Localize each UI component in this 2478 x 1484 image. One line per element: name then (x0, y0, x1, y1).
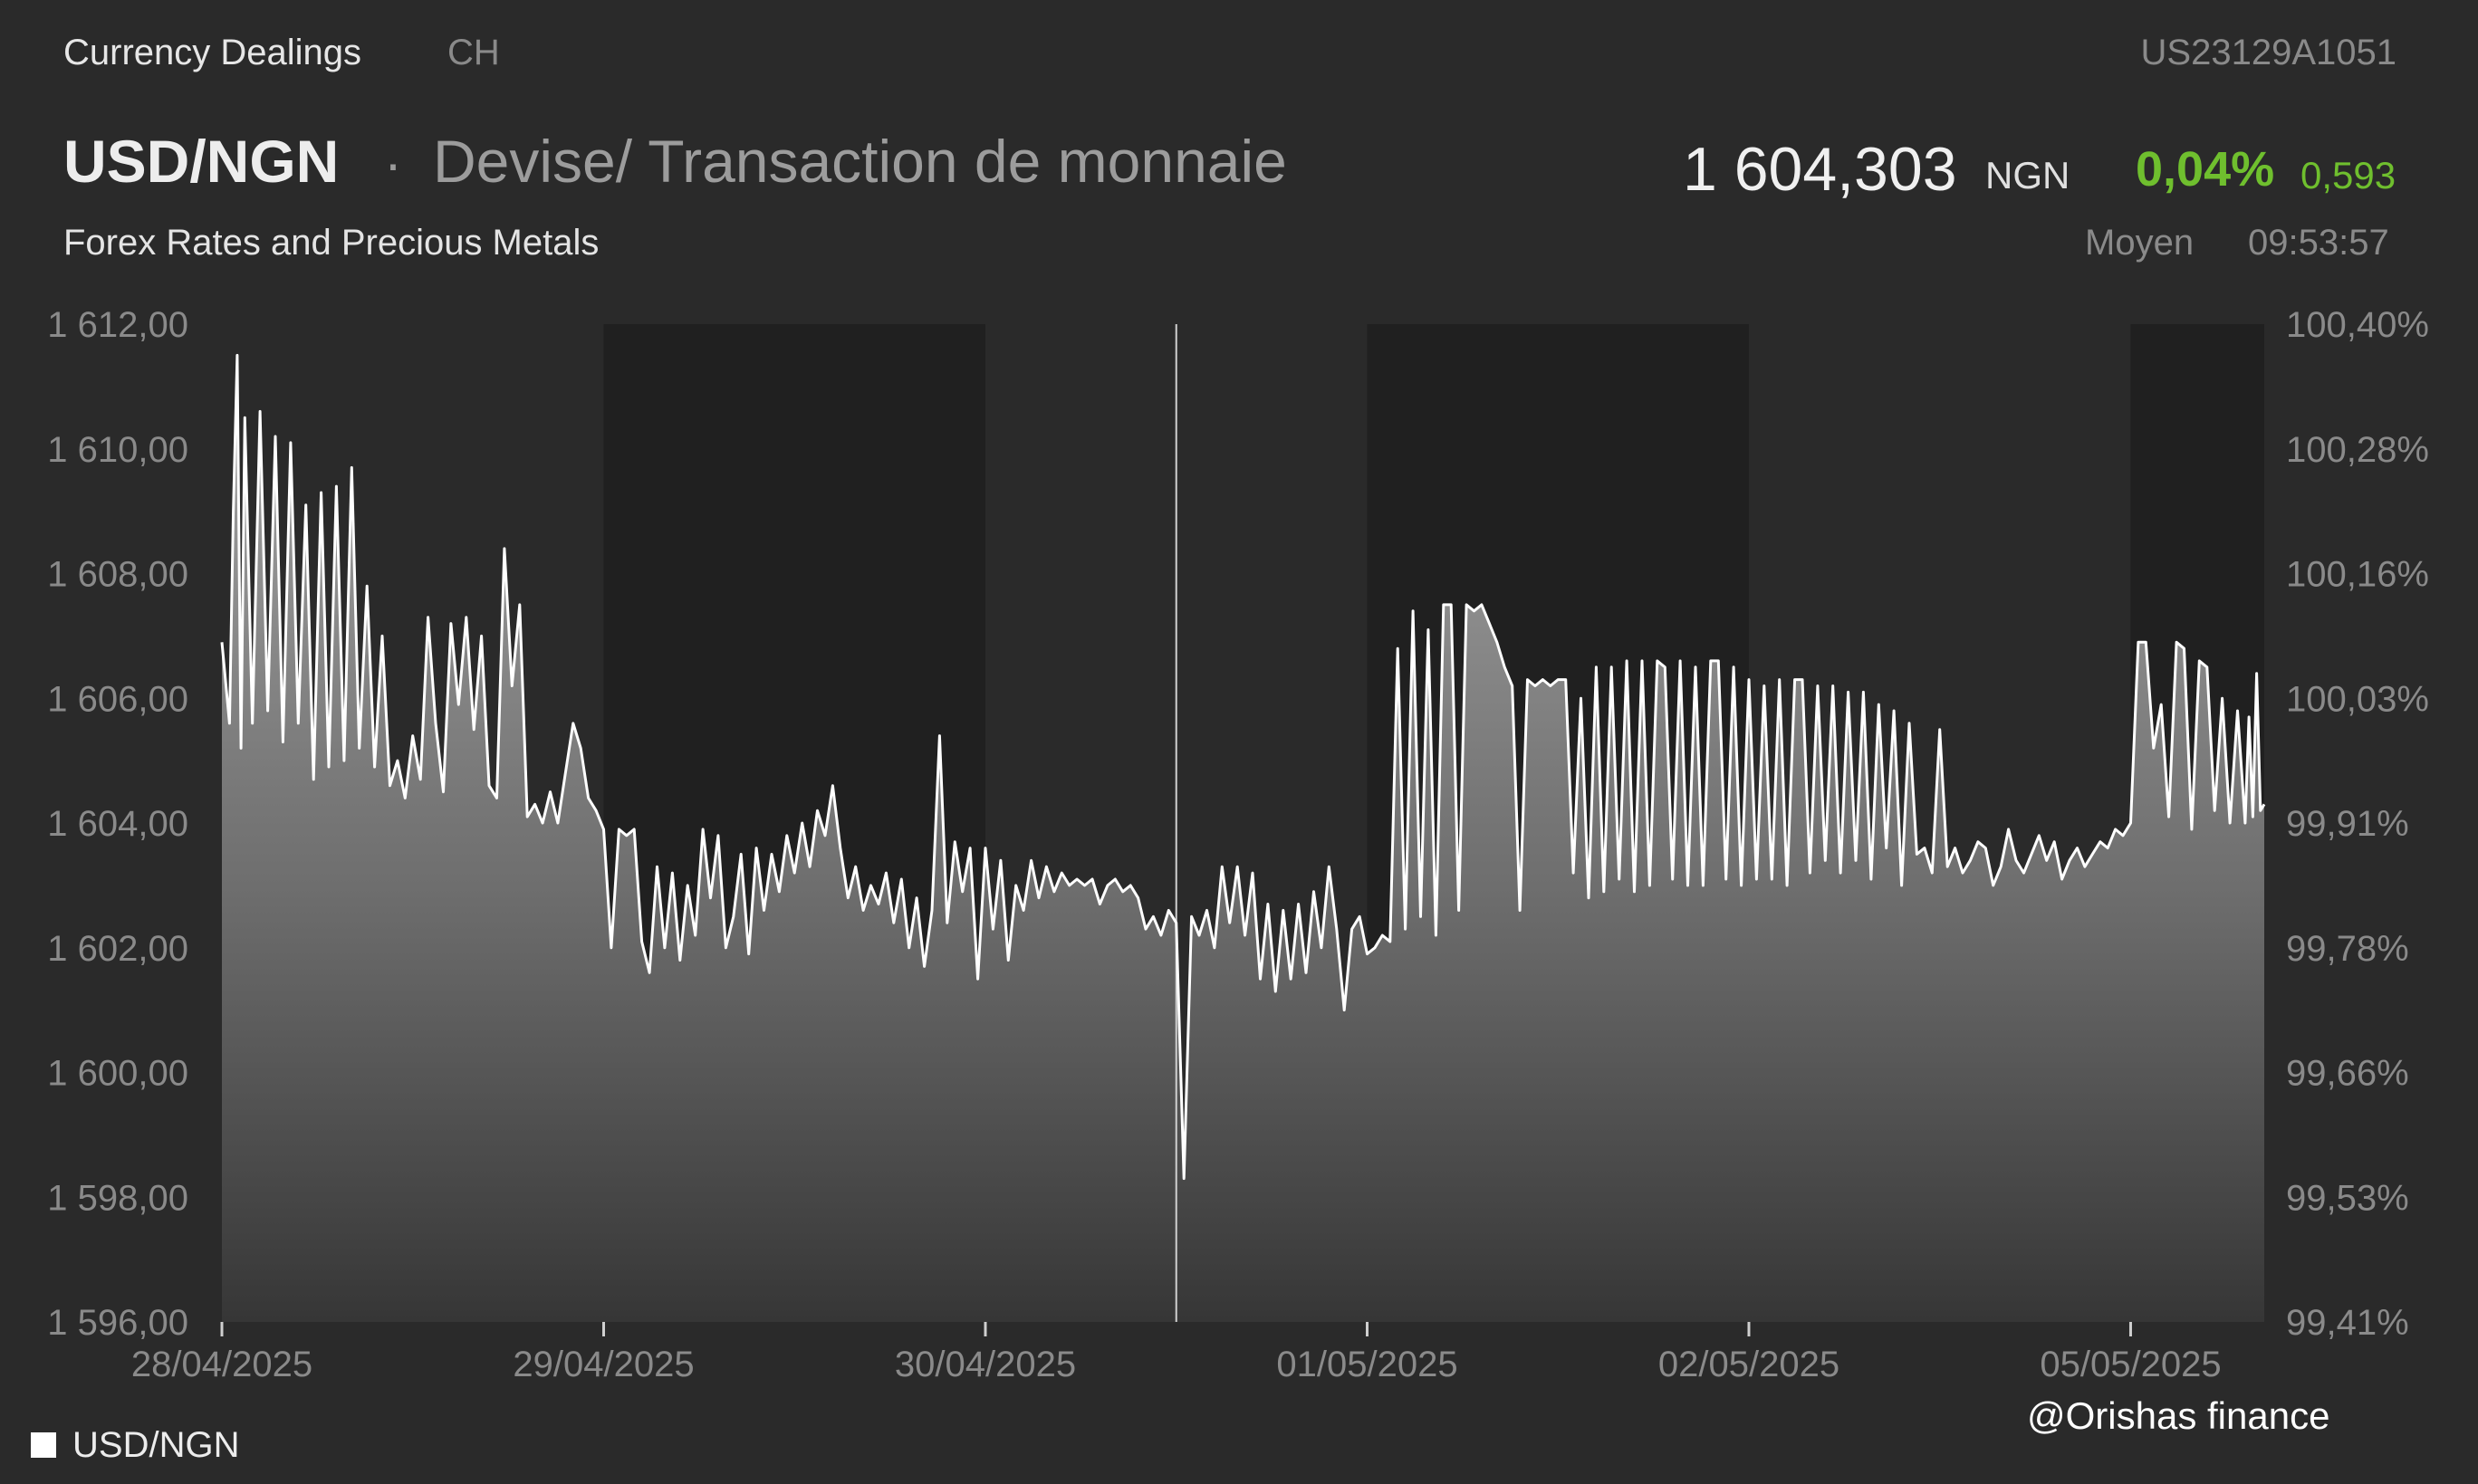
title-separator: · (384, 133, 402, 194)
y-tick-label-right: 100,40% (2286, 305, 2429, 345)
y-tick-label-right: 100,03% (2286, 679, 2429, 719)
isin-label: US23129A1051 (2140, 33, 2396, 72)
x-tick-label: 02/05/2025 (1658, 1345, 1839, 1384)
y-tick-label-left: 1 602,00 (47, 929, 188, 969)
instrument-name: Devise/ Transaction de monnaie (433, 128, 1287, 195)
country-label: CH (447, 33, 500, 72)
price-area (222, 355, 2264, 1322)
legend-swatch[interactable] (31, 1432, 56, 1458)
y-tick-label-left: 1 612,00 (47, 305, 188, 345)
y-tick-label-right: 99,41% (2286, 1303, 2409, 1343)
y-axis-right: 100,40% 100,28% 100,16% 100,03% 99,91% 99,78%… (2286, 305, 2429, 1343)
x-tick-label: 28/04/2025 (131, 1345, 312, 1384)
change-absolute: 0,593 (2300, 154, 2396, 196)
change-percent: 0,04% (2136, 142, 2275, 196)
y-tick-label-left: 1 600,00 (47, 1054, 188, 1094)
y-tick-label-left: 1 604,00 (47, 804, 188, 844)
y-axis-left: 1 612,00 1 610,00 1 608,00 1 606,00 1 604,00… (47, 305, 188, 1343)
x-tick-label: 29/04/2025 (513, 1345, 694, 1384)
y-tick-label-right: 100,16% (2286, 555, 2429, 595)
price-line (220, 353, 2266, 1181)
y-tick-label-left: 1 598,00 (47, 1178, 188, 1218)
market-subtitle: Forex Rates and Precious Metals (63, 223, 600, 263)
x-axis: 28/04/2025 29/04/2025 30/04/2025 01/05/2025… (131, 1322, 2222, 1384)
y-tick-label-right: 99,53% (2286, 1178, 2409, 1218)
y-tick-label-right: 99,66% (2286, 1054, 2409, 1094)
series-line-usd-ngn (220, 353, 2266, 1181)
last-price: 1 604,303 (1683, 135, 1957, 204)
exchange-label: Currency Dealings (63, 33, 362, 72)
y-tick-label-left: 1 596,00 (47, 1303, 188, 1343)
area-fill (222, 355, 2264, 1322)
price-currency: NGN (1985, 154, 2070, 196)
y-tick-label-right: 99,91% (2286, 804, 2409, 844)
watermark: @Orishas finance (2027, 1394, 2330, 1437)
y-tick-label-right: 100,28% (2286, 430, 2429, 470)
y-tick-label-left: 1 606,00 (47, 679, 188, 719)
legend-label[interactable]: USD/NGN (72, 1425, 240, 1465)
price-basis: Moyen (2085, 223, 2195, 263)
x-tick-label: 30/04/2025 (895, 1345, 1076, 1384)
symbol-title: USD/NGN (63, 128, 340, 195)
x-tick-label: 05/05/2025 (2040, 1345, 2221, 1384)
y-tick-label-left: 1 608,00 (47, 555, 188, 595)
quote-time: 09:53:57 (2248, 223, 2389, 263)
y-tick-label-left: 1 610,00 (47, 430, 188, 470)
y-tick-label-right: 99,78% (2286, 929, 2409, 969)
x-tick-label: 01/05/2025 (1276, 1345, 1457, 1384)
